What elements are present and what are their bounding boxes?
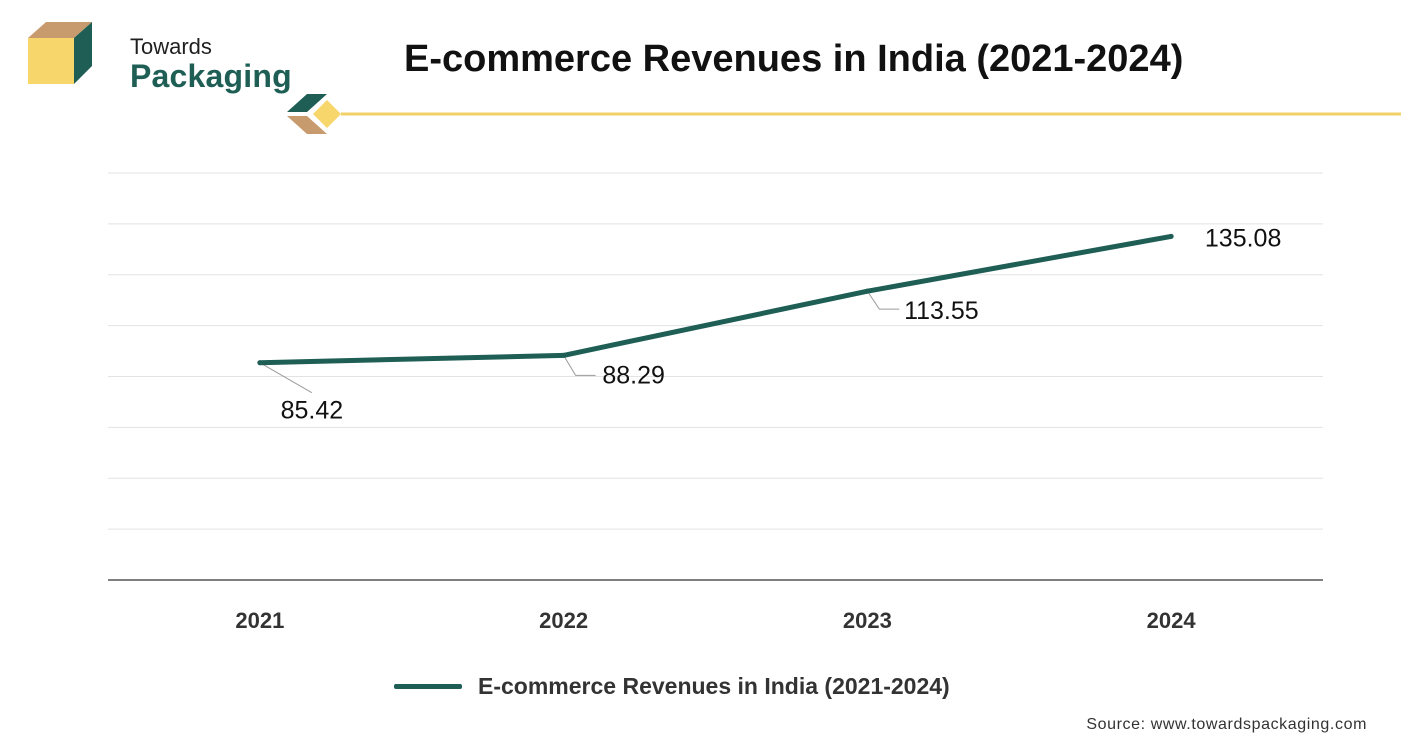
x-tick-label-2022: 2022 xyxy=(539,608,588,633)
data-label-2023: 113.55 xyxy=(904,297,979,325)
legend-swatch-line xyxy=(394,683,462,689)
x-tick-label-2024: 2024 xyxy=(1147,608,1197,633)
series-points xyxy=(257,233,1174,366)
data-label-2024: 135.08 xyxy=(1205,224,1281,252)
data-point-2021 xyxy=(257,360,263,366)
data-label-leader xyxy=(563,355,596,376)
data-label-leaders xyxy=(259,290,900,394)
series-line-ecommerce-revenue xyxy=(257,233,1174,366)
legend: E-commerce Revenues in India (2021-2024) xyxy=(394,668,950,704)
data-point-2023 xyxy=(864,288,870,294)
data-label-leader xyxy=(259,362,313,394)
box-logo-icon xyxy=(28,22,92,84)
x-tick-label-2023: 2023 xyxy=(843,608,892,633)
page-title: E-commerce Revenues in India (2021-2024) xyxy=(404,38,1184,80)
data-point-2024 xyxy=(1168,233,1174,239)
grid-lines xyxy=(108,172,1323,530)
brand-line2: Packaging xyxy=(130,58,292,94)
title-underline-decoration xyxy=(287,94,1401,134)
source-note: Source: www.towardspackaging.com xyxy=(1086,716,1367,733)
data-point-2022 xyxy=(561,352,567,358)
data-label-leader xyxy=(866,290,900,310)
legend-label: E-commerce Revenues in India (2021-2024) xyxy=(478,672,950,699)
brand-line1: Towards xyxy=(130,34,212,59)
data-labels: 85.42 88.29 113.55 135.08 xyxy=(281,224,1282,424)
brand-logo: Towards Packaging xyxy=(26,18,292,94)
data-label-2022: 88.29 xyxy=(602,361,665,389)
x-tick-label-2021: 2021 xyxy=(235,608,284,633)
x-axis-ticks: 2021 2022 2023 2024 xyxy=(235,608,1196,633)
data-label-2021: 85.42 xyxy=(281,397,344,425)
